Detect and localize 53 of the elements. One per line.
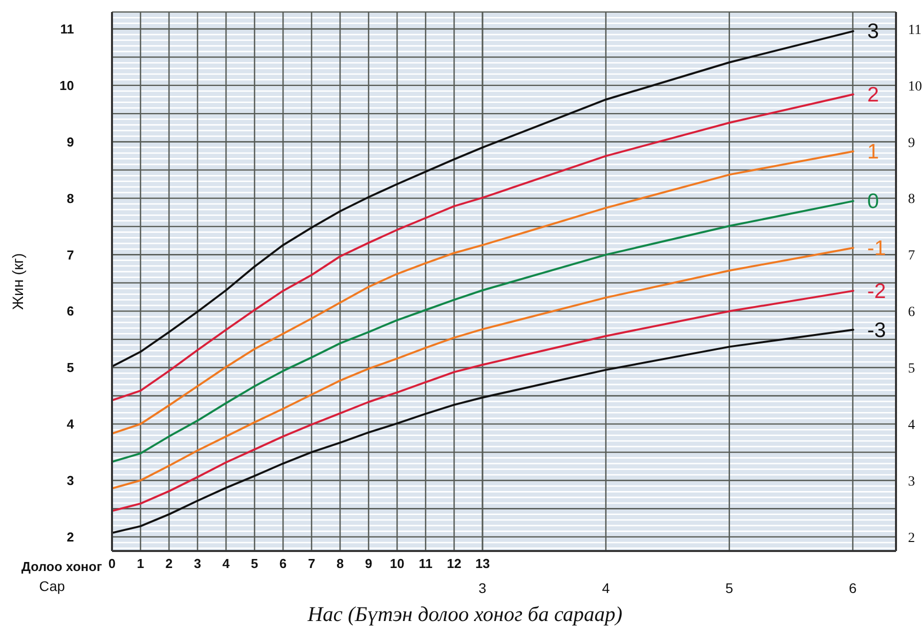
x2-axis-title: Сар: [39, 578, 66, 594]
line-series: [112, 200, 854, 463]
y2-tick-label: 3: [908, 474, 915, 490]
x2-tick-label: 5: [725, 580, 734, 596]
x2-tick-label: 3: [478, 580, 486, 596]
line-series: [112, 30, 854, 368]
series-label: -2: [867, 280, 886, 303]
line-series: [112, 93, 854, 402]
x-tick-label: 8: [336, 556, 344, 572]
y2-tick-label: 8: [908, 192, 915, 208]
x2-tick-label: 4: [602, 580, 610, 596]
x-tick-label: 9: [364, 556, 372, 572]
y-tick-label: 7: [66, 247, 74, 262]
y-tick-label: 4: [66, 416, 75, 432]
x-tick-label: 1: [136, 556, 144, 572]
text: Долоо хоног: [21, 559, 103, 574]
x-tick-label: 3: [194, 556, 202, 572]
x-tick-label: 12: [446, 556, 462, 572]
y-axis-title: Жин (кг): [10, 253, 27, 310]
y2-tick-label: 7: [908, 248, 915, 264]
y2-tick-label: 5: [908, 362, 915, 377]
x-tick-label: 10: [390, 556, 404, 572]
x-tick-label: 7: [308, 556, 316, 572]
y2-tick-label: 6: [908, 305, 915, 320]
line-series: [112, 290, 854, 512]
x-tick-label: 4: [222, 556, 230, 572]
y-tick-label: 10: [60, 78, 74, 93]
y2-tick-label: 10: [908, 79, 922, 94]
y2-tick-label: 11: [908, 22, 922, 38]
y-tick-label: 2: [66, 530, 74, 545]
x-axis-title: Нас (Бүтэн долоо хоног ба сараар): [306, 602, 622, 626]
x-tick-label: 11: [418, 556, 432, 572]
y-tick-label: 6: [66, 304, 74, 319]
y-tick-label: 5: [66, 360, 74, 376]
y2-tick-label: 4: [908, 418, 915, 433]
y2-tick-label: 2: [908, 530, 915, 546]
x-tick-label: 5: [250, 556, 258, 572]
series-label: 2: [867, 83, 879, 106]
y2-tick-label: 9: [908, 136, 915, 151]
x-tick-label: 6: [279, 556, 287, 572]
y-tick-label: 8: [66, 190, 74, 206]
y-tick-label: 11: [60, 22, 74, 37]
x-tick-label: 2: [165, 556, 173, 572]
series-label: 1: [867, 140, 879, 164]
series-label: -3: [867, 318, 886, 342]
line-series: [112, 246, 854, 490]
x2-tick-label: 6: [848, 580, 857, 596]
x-tick-label: 0: [108, 556, 116, 572]
y-tick-label: 3: [66, 473, 74, 488]
line-series: [112, 328, 854, 534]
x-tick-label: 13: [475, 556, 490, 572]
y-tick-label: 9: [66, 134, 74, 150]
line-series: [112, 150, 854, 435]
